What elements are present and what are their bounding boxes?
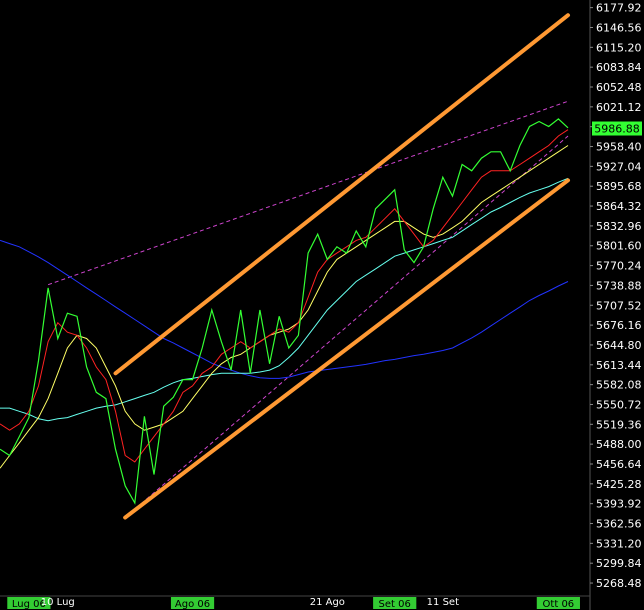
y-tick-label: 6146.56 — [596, 21, 642, 34]
y-tick-label: 5770.24 — [596, 260, 642, 273]
y-tick-label: 5958.40 — [596, 141, 642, 154]
channel-line-1 — [113, 13, 570, 376]
y-tick-label: 5488.00 — [596, 438, 642, 451]
y-tick-label: 5299.84 — [596, 557, 642, 570]
x-tick-label: 10 Lug — [41, 597, 75, 608]
y-tick-label: 5676.16 — [596, 319, 642, 332]
x-tick-label: 21 Ago — [310, 597, 345, 608]
y-tick-label: 5864.32 — [596, 200, 642, 213]
y-tick-label: 5801.60 — [596, 240, 642, 253]
y-tick-label: 5550.72 — [596, 398, 642, 411]
y-tick-label: 6083.84 — [596, 61, 642, 74]
y-tick-label: 5613.44 — [596, 359, 642, 372]
dashed-trendline-1 — [47, 100, 569, 286]
y-tick-label: 5393.92 — [596, 498, 642, 511]
y-tick-label: 5895.68 — [596, 180, 642, 193]
y-tick-label: 5425.28 — [596, 478, 642, 491]
y-tick-label: 6177.92 — [596, 2, 642, 15]
x-tick-label: 11 Set — [427, 597, 459, 608]
y-tick-label: 5832.96 — [596, 220, 642, 233]
y-tick-label: 5707.52 — [596, 299, 642, 312]
y-tick-label: 6052.48 — [596, 81, 642, 94]
x-tick-label: Ott 06 — [543, 599, 575, 610]
series-line-4 — [0, 177, 569, 422]
x-tick-label: Lug 06 — [12, 599, 46, 610]
x-tick-label: Set 06 — [379, 599, 411, 610]
x-tick-highlight — [7, 597, 51, 609]
y-tick-label: 5331.20 — [596, 537, 642, 550]
series-line-1 — [0, 118, 569, 505]
y-tick-label: 5644.80 — [596, 339, 642, 352]
x-tick-label: Ago 06 — [175, 599, 210, 610]
last-price-box — [592, 121, 642, 136]
y-tick-label: 5927.04 — [596, 160, 642, 173]
y-tick-label: 5362.56 — [596, 518, 642, 531]
last-price-label: 5986.88 — [594, 123, 640, 136]
y-axis: 6177.92 6146.56 6115.20 6083.84 6052.48 6021.… — [589, 0, 642, 610]
y-tick-label: 5738.88 — [596, 279, 642, 292]
y-tick-label: 5519.36 — [596, 418, 642, 431]
x-tick-highlight — [170, 597, 215, 609]
y-tick-label: 5456.64 — [596, 458, 642, 471]
y-tick-label: 6115.20 — [596, 41, 642, 54]
channel-line-2 — [123, 178, 570, 520]
x-tick-highlight — [373, 597, 417, 609]
y-tick-label: 6021.12 — [596, 101, 642, 114]
plot-area — [0, 13, 570, 520]
last-price-tag: 5986.88 — [592, 121, 642, 136]
series-line-5 — [0, 239, 569, 379]
y-tick-label: 5582.08 — [596, 379, 642, 392]
y-tick-label: 5268.48 — [596, 577, 642, 590]
x-tick-highlight — [536, 597, 580, 609]
